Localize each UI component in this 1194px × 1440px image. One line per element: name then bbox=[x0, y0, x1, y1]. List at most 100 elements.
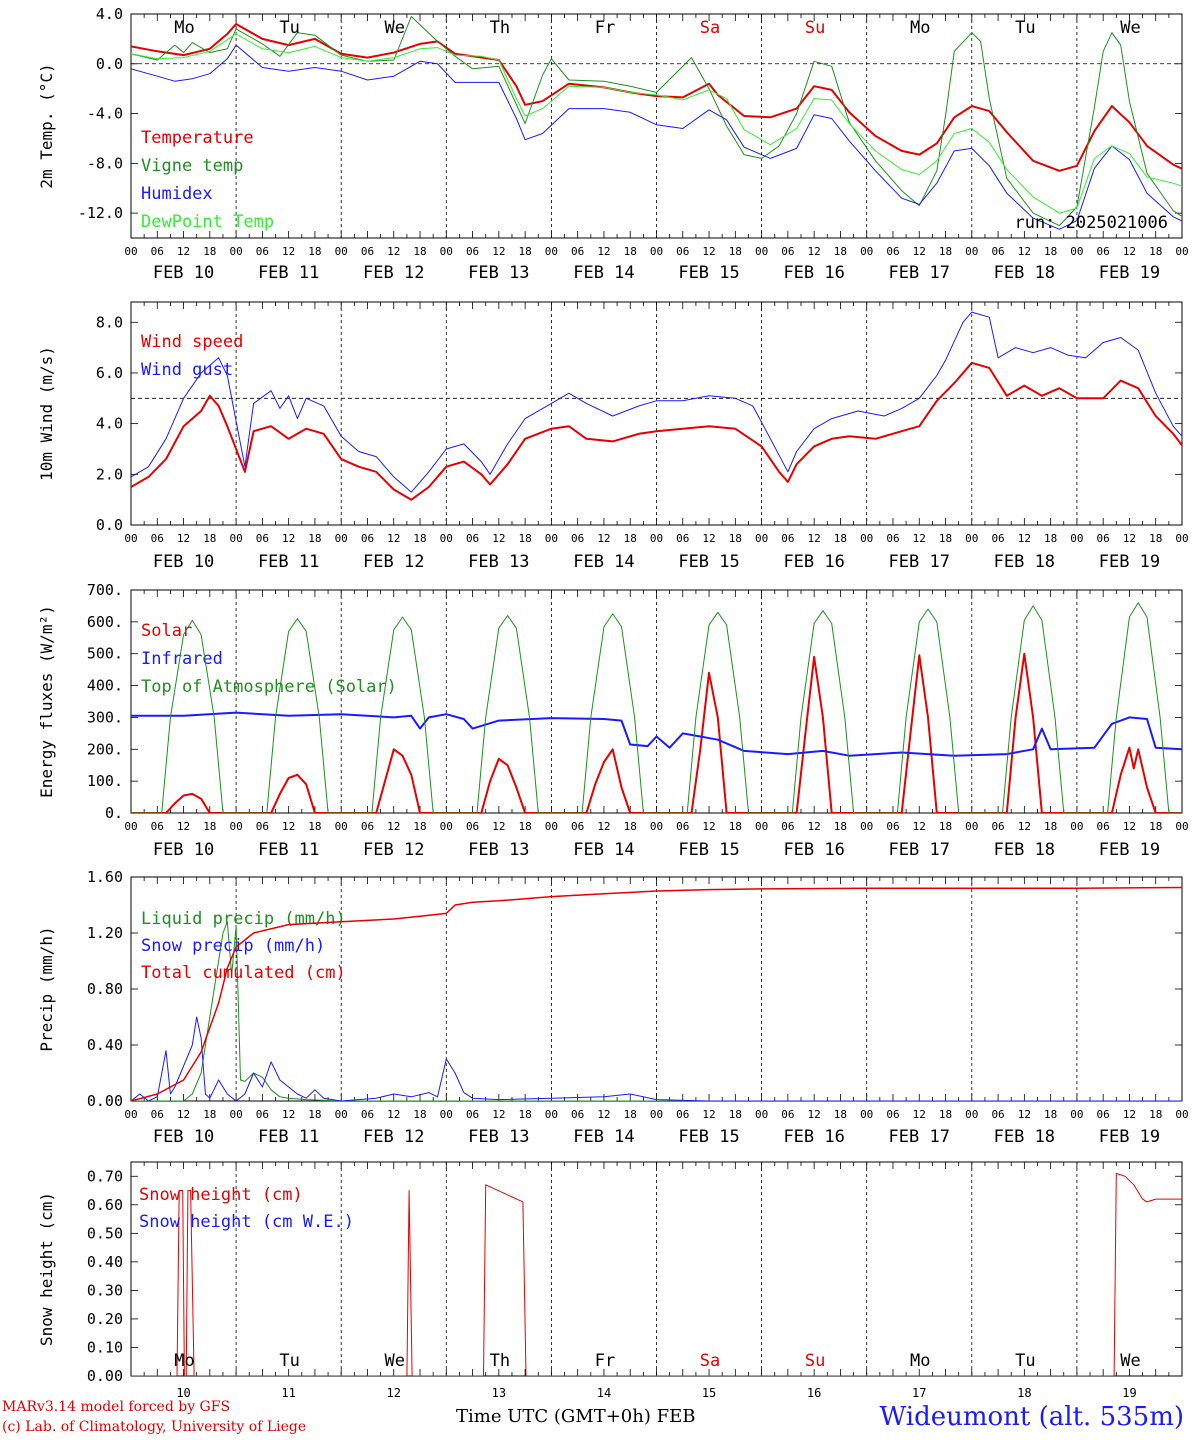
hour-label: 18 bbox=[1044, 532, 1057, 545]
date-label: FEB 15 bbox=[678, 840, 739, 860]
hour-label: 12 bbox=[597, 532, 610, 545]
hour-label: 00 bbox=[124, 245, 137, 258]
hour-label: 12 bbox=[177, 1108, 190, 1121]
date-label: FEB 19 bbox=[1099, 552, 1160, 572]
run-annotation: run: 2025021006 bbox=[1014, 213, 1168, 233]
date-label: FEB 18 bbox=[994, 840, 1055, 860]
hour-label: 06 bbox=[466, 820, 479, 833]
date-label: FEB 13 bbox=[468, 552, 529, 572]
hour-label: 06 bbox=[886, 532, 899, 545]
y-tick-label: 0.80 bbox=[87, 980, 123, 998]
weekday-label: Mo bbox=[174, 18, 194, 38]
hour-label: 12 bbox=[913, 532, 926, 545]
legend-entry: Snow precip (mm/h) bbox=[141, 936, 325, 956]
hour-label: 00 bbox=[755, 820, 768, 833]
weekday-label-bottom: Su bbox=[805, 1351, 825, 1371]
y-tick-label: 0.40 bbox=[87, 1036, 123, 1054]
hour-label: 12 bbox=[1018, 820, 1031, 833]
legend-entry: Snow height (cm) bbox=[139, 1185, 303, 1205]
hour-label: 00 bbox=[335, 820, 348, 833]
y-tick-label: 400. bbox=[87, 677, 123, 695]
series-line-red bbox=[131, 23, 1182, 172]
hour-label: 12 bbox=[702, 532, 715, 545]
y-tick-label: -4.0 bbox=[87, 105, 123, 123]
hour-label: 00 bbox=[1175, 245, 1188, 258]
hour-label: 12 bbox=[387, 245, 400, 258]
hour-label: 18 bbox=[1149, 820, 1162, 833]
hour-label: 06 bbox=[466, 1108, 479, 1121]
hour-label: 06 bbox=[676, 820, 689, 833]
hour-label: 00 bbox=[335, 1108, 348, 1121]
date-label: FEB 12 bbox=[363, 840, 424, 860]
date-label: FEB 17 bbox=[889, 263, 950, 283]
day-number: 16 bbox=[807, 1386, 821, 1400]
hour-label: 00 bbox=[650, 820, 663, 833]
y-tick-label: 6.0 bbox=[96, 364, 123, 382]
date-label: FEB 18 bbox=[994, 1127, 1055, 1147]
weekday-label-bottom: We bbox=[385, 1351, 405, 1371]
y-tick-label: 500. bbox=[87, 645, 123, 663]
y-tick-label: 0.00 bbox=[87, 1092, 123, 1110]
date-label: FEB 17 bbox=[889, 1127, 950, 1147]
y-axis-label: Precip (mm/h) bbox=[37, 926, 56, 1051]
day-number: 14 bbox=[597, 1386, 611, 1400]
weekday-label-bottom: Th bbox=[490, 1351, 510, 1371]
date-label: FEB 14 bbox=[573, 552, 634, 572]
y-tick-label: 0.70 bbox=[87, 1167, 123, 1185]
hour-label: 00 bbox=[965, 532, 978, 545]
weekday-label-bottom: Sa bbox=[700, 1351, 720, 1371]
y-tick-label: 300. bbox=[87, 708, 123, 726]
hour-label: 12 bbox=[1123, 532, 1136, 545]
hour-label: 00 bbox=[124, 1108, 137, 1121]
hour-label: 12 bbox=[702, 1108, 715, 1121]
day-number: 10 bbox=[176, 1386, 190, 1400]
date-label: FEB 15 bbox=[678, 1127, 739, 1147]
hour-label: 18 bbox=[624, 245, 637, 258]
hour-label: 18 bbox=[939, 1108, 952, 1121]
hour-label: 12 bbox=[702, 245, 715, 258]
weekday-label-bottom: Tu bbox=[279, 1351, 299, 1371]
hour-label: 12 bbox=[492, 532, 505, 545]
series-line-green bbox=[131, 602, 1182, 813]
date-label: FEB 17 bbox=[889, 552, 950, 572]
hour-label: 18 bbox=[413, 532, 426, 545]
hour-label: 18 bbox=[308, 532, 321, 545]
hour-label: 00 bbox=[440, 820, 453, 833]
hour-label: 12 bbox=[913, 245, 926, 258]
date-label: FEB 14 bbox=[573, 263, 634, 283]
series-line-red bbox=[131, 361, 1182, 501]
hour-label: 06 bbox=[361, 245, 374, 258]
y-tick-label: 4.0 bbox=[96, 5, 123, 23]
hour-label: 12 bbox=[808, 820, 821, 833]
series-line-green bbox=[131, 921, 1182, 1101]
hour-label: 00 bbox=[860, 532, 873, 545]
hour-label: 00 bbox=[440, 532, 453, 545]
hour-label: 06 bbox=[781, 245, 794, 258]
hour-label: 06 bbox=[991, 1108, 1004, 1121]
legend-entry: Humidex bbox=[141, 184, 213, 204]
hour-label: 06 bbox=[361, 532, 374, 545]
hour-label: 06 bbox=[781, 820, 794, 833]
hour-label: 06 bbox=[886, 1108, 899, 1121]
model-credit: MARv3.14 model forced by GFS bbox=[2, 1399, 231, 1415]
date-label: FEB 19 bbox=[1099, 1127, 1160, 1147]
legend-entry: Liquid precip (mm/h) bbox=[141, 909, 346, 929]
date-label: FEB 18 bbox=[994, 263, 1055, 283]
date-label: FEB 15 bbox=[678, 552, 739, 572]
hour-label: 18 bbox=[729, 245, 742, 258]
hour-label: 06 bbox=[151, 245, 164, 258]
weekday-label: Su bbox=[805, 18, 825, 38]
hour-label: 12 bbox=[1018, 1108, 1031, 1121]
series-line-red bbox=[131, 652, 1182, 813]
hour-label: 12 bbox=[1123, 1108, 1136, 1121]
hour-label: 12 bbox=[387, 1108, 400, 1121]
hour-label: 18 bbox=[519, 245, 532, 258]
y-tick-label: 1.60 bbox=[87, 868, 123, 886]
date-label: FEB 16 bbox=[783, 263, 844, 283]
hour-label: 12 bbox=[1123, 245, 1136, 258]
hour-label: 18 bbox=[1044, 245, 1057, 258]
day-number: 12 bbox=[387, 1386, 401, 1400]
weekday-label-bottom: Mo bbox=[910, 1351, 930, 1371]
y-tick-label: 0.60 bbox=[87, 1196, 123, 1214]
y-axis-label: Energy fluxes (W/m²) bbox=[37, 605, 56, 798]
